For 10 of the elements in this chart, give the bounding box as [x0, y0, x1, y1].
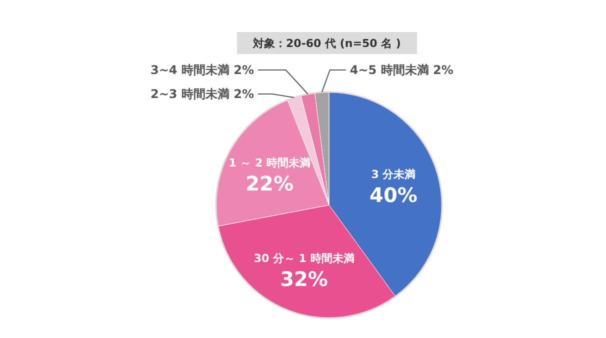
slice-label: 3~4 時間未満 2% — [150, 63, 254, 77]
slice-label: 4~5 時間未満 2% — [350, 63, 454, 77]
slice-label: 2~3 時間未満 2% — [150, 87, 254, 101]
annotation: 対象：20-60 代 (n=50 名 ) — [237, 32, 417, 54]
data-label: 40% — [370, 183, 418, 208]
slice-label: 3 分未満 — [371, 168, 416, 182]
slice-label: 30 分～ 1 時間未満 — [254, 252, 354, 266]
data-label: 32% — [280, 267, 328, 292]
data-label: 22% — [246, 171, 294, 196]
slice-label: 1 ～ 2 時間未満 — [228, 156, 310, 170]
